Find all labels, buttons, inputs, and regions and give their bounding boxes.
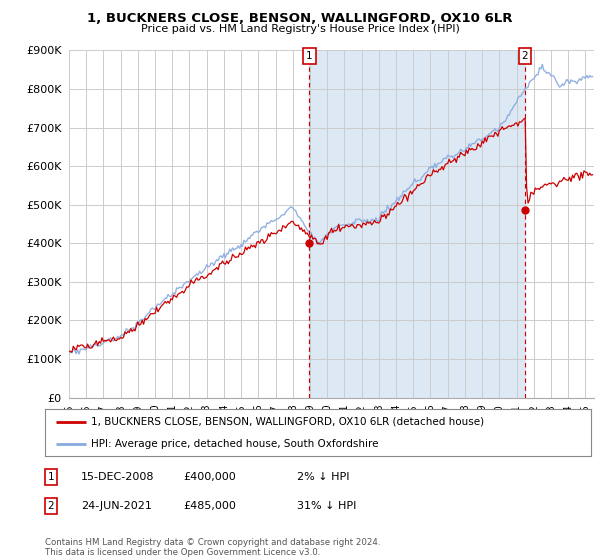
Text: 24-JUN-2021: 24-JUN-2021 — [81, 501, 152, 511]
Text: £485,000: £485,000 — [183, 501, 236, 511]
Text: Price paid vs. HM Land Registry's House Price Index (HPI): Price paid vs. HM Land Registry's House … — [140, 24, 460, 34]
Text: £400,000: £400,000 — [183, 472, 236, 482]
Text: 1, BUCKNERS CLOSE, BENSON, WALLINGFORD, OX10 6LR (detached house): 1, BUCKNERS CLOSE, BENSON, WALLINGFORD, … — [91, 417, 485, 427]
Text: 1, BUCKNERS CLOSE, BENSON, WALLINGFORD, OX10 6LR: 1, BUCKNERS CLOSE, BENSON, WALLINGFORD, … — [87, 12, 513, 25]
Text: 31% ↓ HPI: 31% ↓ HPI — [297, 501, 356, 511]
Bar — [309, 50, 525, 398]
Text: 2: 2 — [521, 50, 528, 60]
Text: 2: 2 — [47, 501, 55, 511]
Text: 1: 1 — [47, 472, 55, 482]
Text: 15-DEC-2008: 15-DEC-2008 — [81, 472, 155, 482]
Text: HPI: Average price, detached house, South Oxfordshire: HPI: Average price, detached house, Sout… — [91, 438, 379, 449]
Text: 2% ↓ HPI: 2% ↓ HPI — [297, 472, 349, 482]
Text: Contains HM Land Registry data © Crown copyright and database right 2024.
This d: Contains HM Land Registry data © Crown c… — [45, 538, 380, 557]
Text: 1: 1 — [306, 50, 313, 60]
